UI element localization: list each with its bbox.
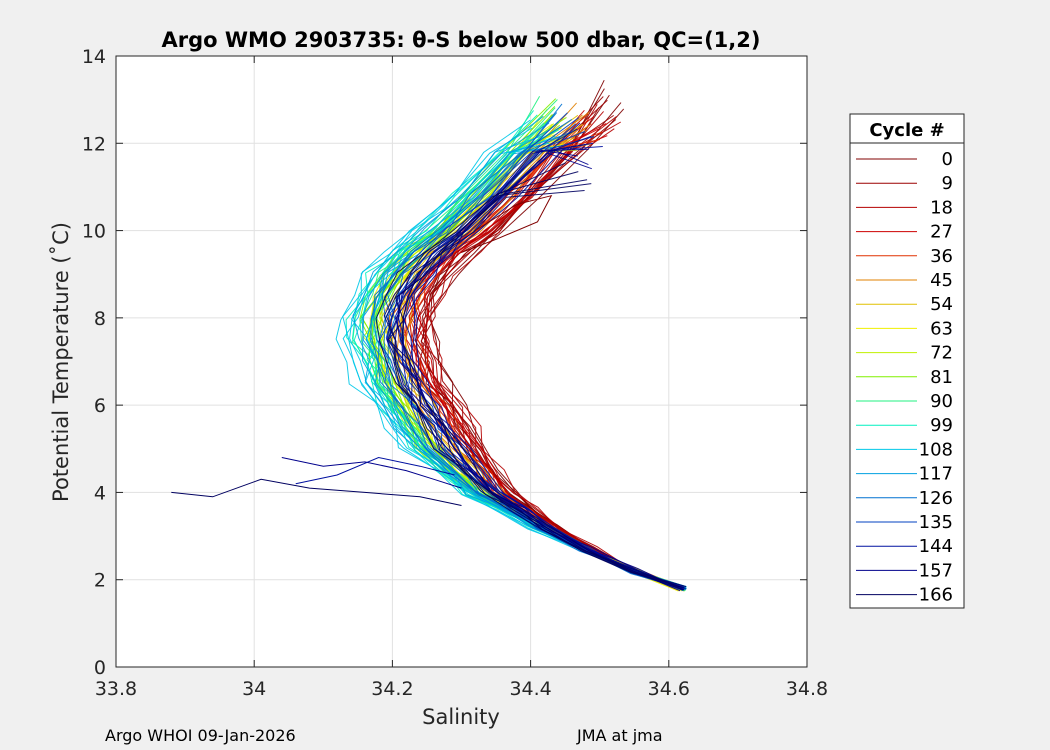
series-line-cycle-117 [365,129,683,589]
y-tick-label: 8 [94,308,106,330]
legend-label-cycle-0: 0 [942,149,953,170]
legend-label-cycle-126: 126 [919,488,953,509]
plot-frame [115,55,808,668]
legend-title: Cycle # [869,120,944,141]
series-line-cycle-18 [423,121,681,588]
legend-label-cycle-63: 63 [930,318,953,339]
legend-label-cycle-117: 117 [919,464,953,485]
series-line-cycle-166 [375,162,680,588]
legend-label-cycle-72: 72 [930,343,953,364]
legend-label-cycle-166: 166 [919,585,953,606]
series-line-cycle-144 [411,146,682,589]
legend-label-cycle-144: 144 [919,536,953,557]
legend-label-cycle-99: 99 [930,415,953,436]
outlier-line-cycle-0 [461,194,553,253]
series-line-cycle-144 [408,142,682,591]
legend-label-cycle-9: 9 [942,173,953,194]
x-tick-label: 34.8 [786,678,828,700]
series-line-cycle-18 [410,111,681,590]
y-tick-label: 6 [94,395,106,417]
y-tick-label: 4 [94,482,106,504]
series-line-cycle-18 [430,128,681,589]
x-axis-label: Salinity [422,705,500,729]
legend-label-cycle-36: 36 [930,246,953,267]
footer-left-text: Argo WHOI 09-Jan-2026 [105,726,296,745]
legend-label-cycle-108: 108 [919,439,953,460]
legend-label-cycle-45: 45 [930,270,953,291]
outlier-line-cycle-157 [281,457,462,489]
legend-entries: 0 9 18 27 36 45 54 63 72 81 90 99 108 117 126 135 144 157… [856,149,953,606]
y-axis-label: Potential Temperature (˚C) [49,222,73,502]
series-line-cycle-144 [397,128,685,588]
y-tick-labels: 0 2 4 6 8 10 12 14 [82,46,106,679]
x-tick-labels: 33.8 34 34.2 34.4 34.6 34.8 [95,678,828,700]
series-line-cycle-166 [383,179,684,589]
legend-label-cycle-81: 81 [930,367,953,388]
series-line-cycle-157 [403,152,684,591]
series-line-cycle-108 [342,127,687,588]
legend-label-cycle-54: 54 [930,294,953,315]
chart-title: Argo WMO 2903735: θ-S below 500 dbar, QC… [162,28,761,52]
footer-right-text: JMA at jma [576,726,663,745]
plot-area [116,56,807,667]
y-tick-label: 12 [82,133,106,155]
legend-label-cycle-90: 90 [930,391,953,412]
series-line-cycle-166 [385,171,680,588]
outlier-line-cycle-166 [171,478,462,506]
tick-marks [115,55,808,668]
x-tick-label: 34.2 [371,678,413,700]
x-tick-label: 34.6 [648,678,690,700]
series-line-cycle-166 [387,183,685,591]
series-line-cycle-126 [383,125,686,590]
y-tick-label: 2 [94,570,106,592]
plot-lines [171,79,687,592]
legend-box [849,113,965,609]
series-line-cycle-108 [342,135,683,589]
x-tick-label: 33.8 [95,678,137,700]
outlier-line-cycle-144 [295,456,455,485]
y-tick-label: 14 [82,46,106,68]
x-tick-label: 34 [242,678,266,700]
legend: Cycle # 0 9 18 27 36 45 54 63 72 81 90 99 108 117 126 1… [849,113,965,609]
y-tick-label: 0 [94,657,106,679]
x-tick-label: 34.4 [509,678,551,700]
legend-label-cycle-18: 18 [930,197,953,218]
series-line-cycle-108 [335,119,687,589]
legend-label-cycle-135: 135 [919,512,953,533]
legend-label-cycle-157: 157 [919,560,953,581]
series-line-cycle-166 [401,190,687,588]
y-tick-label: 10 [82,221,106,243]
legend-label-cycle-27: 27 [930,222,953,243]
